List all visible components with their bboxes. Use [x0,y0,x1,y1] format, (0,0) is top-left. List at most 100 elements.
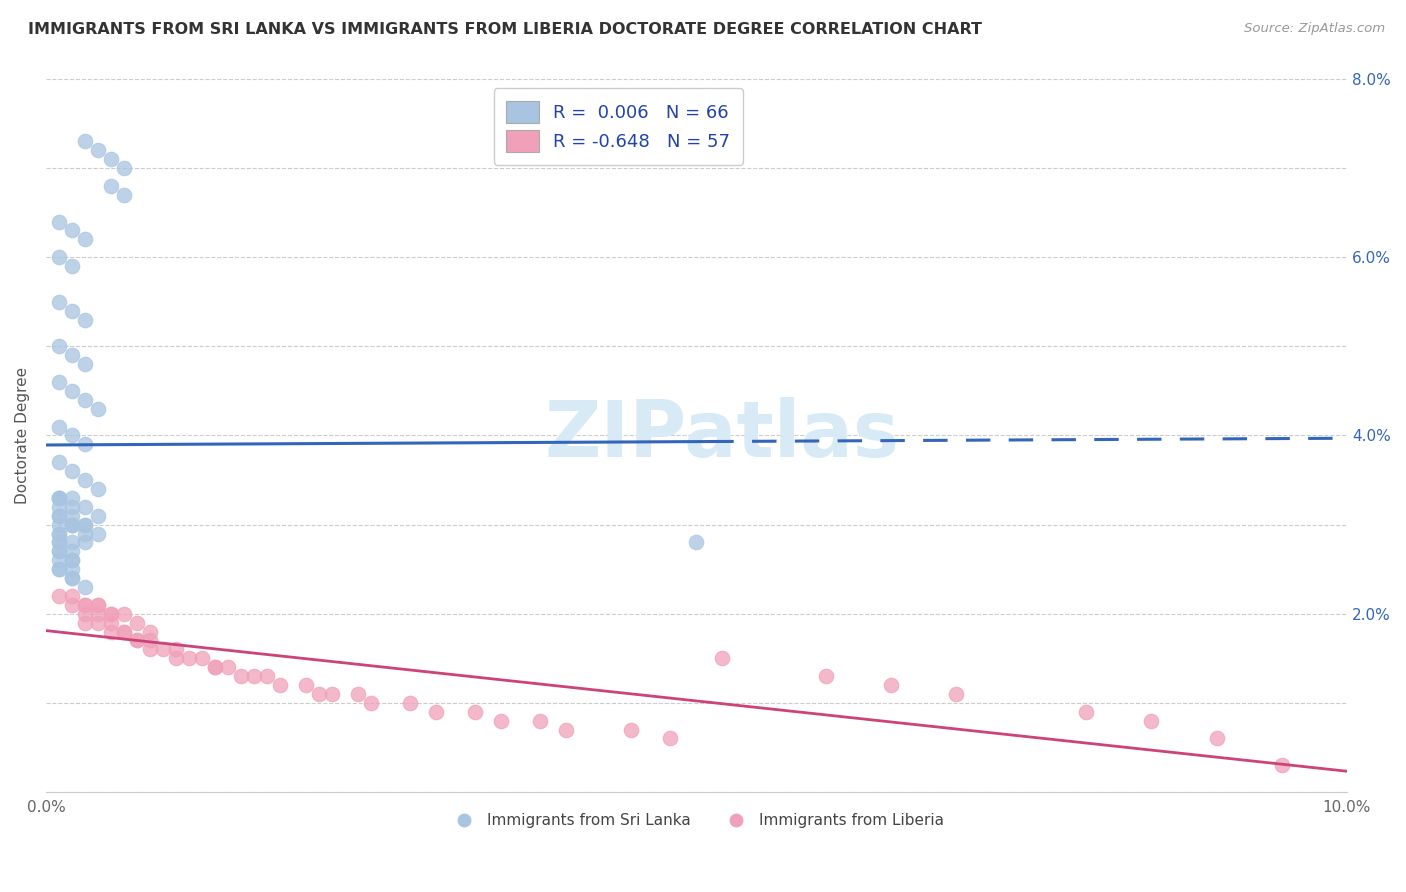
Point [112,187,135,202]
Point [360,696,382,710]
Point [87,598,110,612]
Point [48,339,70,353]
Point [347,687,370,701]
Point [60,464,83,478]
Point [73,607,96,621]
Point [125,615,148,630]
Point [229,669,252,683]
Point [60,517,83,532]
Point [87,508,110,523]
Point [73,232,96,246]
Point [256,669,278,683]
Point [87,401,110,416]
Point [815,669,838,683]
Point [60,348,83,362]
Point [425,705,447,719]
Point [100,607,122,621]
Point [73,526,96,541]
Point [48,526,70,541]
Point [555,723,578,737]
Point [125,633,148,648]
Point [48,508,70,523]
Point [125,633,148,648]
Point [73,517,96,532]
Point [87,598,110,612]
Point [139,633,162,648]
Point [60,535,83,549]
Point [48,535,70,549]
Point [880,678,903,692]
Point [112,161,135,175]
Point [60,223,83,237]
Point [48,562,70,576]
Point [489,714,512,728]
Point [1205,731,1227,746]
Point [87,615,110,630]
Point [48,294,70,309]
Point [48,535,70,549]
Text: IMMIGRANTS FROM SRI LANKA VS IMMIGRANTS FROM LIBERIA DOCTORATE DEGREE CORRELATIO: IMMIGRANTS FROM SRI LANKA VS IMMIGRANTS … [28,22,983,37]
Point [73,500,96,514]
Point [464,705,486,719]
Point [48,589,70,603]
Point [73,598,96,612]
Point [308,687,330,701]
Point [60,500,83,514]
Point [295,678,318,692]
Point [60,384,83,398]
Point [1076,705,1098,719]
Text: Source: ZipAtlas.com: Source: ZipAtlas.com [1244,22,1385,36]
Point [399,696,422,710]
Point [60,259,83,273]
Point [1270,758,1292,772]
Point [100,152,122,166]
Point [60,553,83,567]
Point [48,419,70,434]
Point [48,491,70,505]
Text: ZIPatlas: ZIPatlas [544,398,900,474]
Point [48,526,70,541]
Point [73,357,96,371]
Point [112,607,135,621]
Point [60,571,83,585]
Point [152,642,174,657]
Point [48,508,70,523]
Point [100,624,122,639]
Point [48,455,70,469]
Point [60,571,83,585]
Y-axis label: Doctorate Degree: Doctorate Degree [15,367,30,504]
Point [73,535,96,549]
Point [685,535,707,549]
Point [945,687,967,701]
Point [48,553,70,567]
Point [165,651,187,665]
Point [48,375,70,389]
Point [60,589,83,603]
Point [73,598,96,612]
Point [60,508,83,523]
Point [48,491,70,505]
Point [177,651,200,665]
Point [100,607,122,621]
Point [659,731,682,746]
Point [87,526,110,541]
Point [529,714,551,728]
Point [73,134,96,148]
Point [112,624,135,639]
Point [100,615,122,630]
Point [73,392,96,407]
Point [60,544,83,558]
Point [73,437,96,451]
Point [60,598,83,612]
Point [48,491,70,505]
Point [73,473,96,487]
Point [73,615,96,630]
Point [48,544,70,558]
Point [48,500,70,514]
Point [60,428,83,442]
Point [139,642,162,657]
Point [711,651,734,665]
Point [73,312,96,326]
Point [48,562,70,576]
Point [87,143,110,157]
